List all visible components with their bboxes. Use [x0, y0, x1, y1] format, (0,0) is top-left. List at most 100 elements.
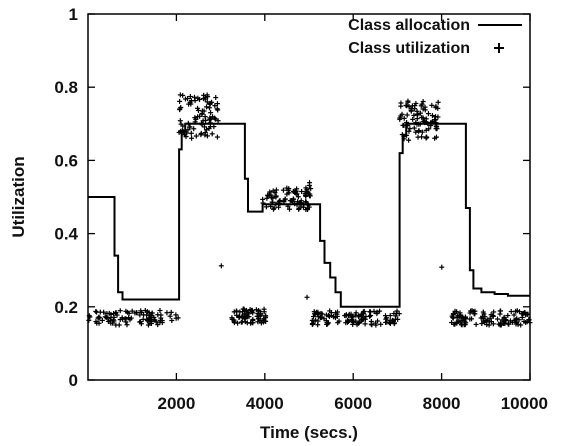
utilization-point [199, 110, 205, 116]
utilization-point [362, 321, 368, 327]
utilization-point [429, 113, 435, 119]
utilization-point [425, 111, 431, 117]
utilization-point [270, 195, 276, 201]
utilization-point [260, 196, 266, 202]
utilization-point [261, 306, 267, 312]
utilization-point [195, 95, 201, 101]
utilization-point [405, 99, 411, 105]
utilization-point [473, 321, 479, 327]
utilization-point [244, 314, 250, 320]
utilization-point [214, 134, 220, 140]
utilization-point [469, 308, 475, 314]
utilization-point [423, 127, 429, 133]
utilization-point [349, 315, 355, 321]
y-tick-label: 0.4 [54, 225, 78, 244]
utilization-point [506, 321, 512, 327]
utilization-point [327, 308, 333, 314]
utilization-point [424, 134, 430, 140]
utilization-point [419, 129, 425, 135]
utilization-point [343, 313, 349, 319]
utilization-point [303, 207, 309, 213]
utilization-point [157, 317, 163, 323]
utilization-point [231, 318, 237, 324]
utilization-point [122, 316, 128, 322]
utilization-point [419, 101, 425, 107]
utilization-point [397, 116, 403, 122]
legend-swatch-class-utilization [494, 43, 504, 53]
utilization-point [177, 118, 183, 124]
utilization-point [185, 96, 191, 102]
utilization-point [214, 101, 220, 107]
utilization-point [187, 94, 193, 100]
utilization-point [157, 307, 163, 313]
utilization-point [348, 311, 354, 317]
utilization-point [509, 319, 515, 325]
utilization-point [315, 309, 321, 315]
utilization-point [429, 102, 435, 108]
utilization-point [240, 306, 246, 312]
utilization-point [188, 130, 194, 136]
utilization-point [207, 101, 213, 107]
utilization-point [491, 309, 497, 315]
utilization-point [164, 310, 170, 316]
utilization-point [308, 186, 314, 192]
utilization-point [422, 104, 428, 110]
utilization-point [369, 322, 375, 328]
utilization-point [516, 317, 522, 323]
utilization-point [435, 114, 441, 120]
utilization-point [462, 320, 468, 326]
utilization-point [480, 314, 486, 320]
utilization-point [155, 322, 161, 328]
utilization-point [96, 320, 102, 326]
utilization-point [280, 187, 286, 193]
utilization-point [293, 190, 299, 196]
utilization-point [460, 315, 466, 321]
utilization-point [450, 315, 456, 321]
utilization-point [212, 116, 218, 122]
utilization-point [403, 102, 409, 108]
utilization-point [273, 187, 279, 193]
utilization-point [137, 319, 143, 325]
utilization-point [117, 308, 123, 314]
utilization-point [413, 129, 419, 135]
utilization-point [319, 314, 325, 320]
utilization-point [295, 194, 301, 200]
utilization-point [511, 312, 517, 318]
utilization-point [335, 320, 341, 326]
utilization-point [404, 112, 410, 118]
utilization-point [97, 315, 103, 321]
x-tick-label: 8000 [423, 394, 461, 413]
utilization-point [412, 103, 418, 109]
utilization-point [189, 135, 195, 141]
y-axis-label: Utilization [9, 156, 28, 237]
utilization-point [432, 117, 438, 123]
utilization-point [204, 133, 210, 139]
utilization-point [419, 114, 425, 120]
utilization-point [332, 315, 338, 321]
utilization-point [215, 118, 221, 124]
utilization-point [270, 206, 276, 212]
utilization-point [471, 311, 477, 317]
utilization-point [345, 318, 351, 324]
utilization-point [215, 107, 221, 113]
utilization-point [525, 311, 531, 317]
utilization-point [411, 112, 417, 118]
y-tick-label: 1 [69, 5, 78, 24]
utilization-point [175, 315, 181, 321]
utilization-point [387, 313, 393, 319]
utilization-point [360, 317, 366, 323]
utilization-point [236, 315, 242, 321]
utilization-point [249, 307, 255, 313]
utilization-point [410, 116, 416, 122]
y-tick-labels: 0 0.2 0.4 0.6 0.8 1 [54, 5, 78, 390]
utilization-point [505, 313, 511, 319]
utilization-point [144, 309, 150, 315]
utilization-point [242, 319, 248, 325]
utilization-point [479, 321, 485, 327]
utilization-point [298, 198, 304, 204]
utilization-point [110, 320, 116, 326]
x-tick-labels: 2000 4000 6000 8000 10000 [157, 394, 548, 413]
utilization-point [177, 98, 183, 104]
utilization-point [206, 126, 212, 132]
